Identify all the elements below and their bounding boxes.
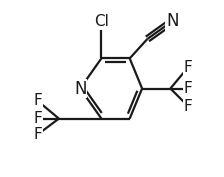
Text: N: N <box>166 12 179 30</box>
Text: F: F <box>184 99 192 114</box>
Text: F: F <box>33 127 42 142</box>
Text: Cl: Cl <box>94 14 109 29</box>
Text: N: N <box>74 79 86 98</box>
Text: F: F <box>184 60 192 75</box>
Text: F: F <box>33 111 42 126</box>
Text: F: F <box>184 81 192 96</box>
Text: F: F <box>33 93 42 108</box>
